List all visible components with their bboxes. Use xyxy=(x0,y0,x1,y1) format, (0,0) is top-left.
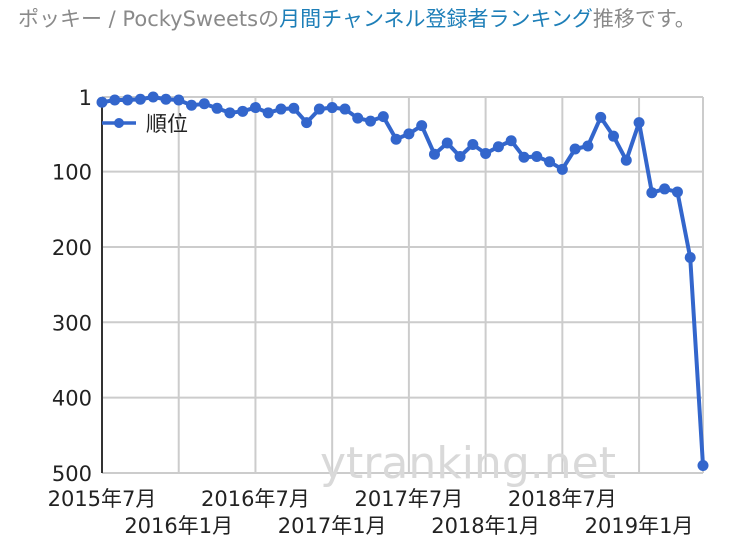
data-point xyxy=(531,151,543,163)
legend-label: 順位 xyxy=(146,112,188,136)
data-point xyxy=(326,102,338,114)
data-point xyxy=(147,91,159,103)
y-tick-label: 100 xyxy=(52,161,92,185)
legend: 順位 xyxy=(102,112,188,136)
data-point xyxy=(109,94,121,106)
series-rank xyxy=(96,91,709,471)
data-point xyxy=(339,103,351,115)
data-point xyxy=(160,93,172,105)
x-axis-ticks: 2015年7月 2016年7月 2017年7月 2018年7月 2016年1月 2017年… xyxy=(48,487,694,536)
caption-suffix: 推移です。 xyxy=(592,7,696,31)
x-tick-label: 2015年7月 xyxy=(48,487,157,511)
x-tick-label: 2018年1月 xyxy=(431,514,540,536)
data-point xyxy=(313,103,325,115)
caption-prefix: ポッキー / PockySweetsの xyxy=(18,7,280,31)
y-tick-label: 300 xyxy=(52,311,92,335)
data-point xyxy=(186,99,198,111)
data-point xyxy=(671,186,683,198)
data-point xyxy=(198,98,210,110)
data-point xyxy=(646,187,658,199)
watermark-text: ytranking.net xyxy=(320,438,616,489)
data-point xyxy=(633,117,645,129)
data-point xyxy=(288,102,300,114)
data-point xyxy=(697,459,709,471)
data-point xyxy=(684,251,696,263)
data-point xyxy=(480,148,492,160)
data-point xyxy=(416,120,428,132)
data-point xyxy=(569,143,581,155)
y-tick-label: 400 xyxy=(52,387,92,411)
data-point xyxy=(556,163,568,175)
x-tick-label: 2016年7月 xyxy=(201,487,310,511)
series-line xyxy=(101,95,705,466)
ranking-link[interactable]: 月間チャンネル登録者ランキング xyxy=(279,7,593,31)
data-point xyxy=(301,117,313,129)
data-point xyxy=(365,115,377,127)
data-point xyxy=(96,96,108,108)
y-tick-label: 1 xyxy=(79,86,92,110)
data-point xyxy=(607,130,619,142)
data-point xyxy=(390,133,402,145)
data-point xyxy=(122,94,134,106)
y-tick-label: 200 xyxy=(52,236,92,260)
data-point xyxy=(582,140,594,152)
chart-caption: ポッキー / PockySweetsの月間チャンネル登録者ランキング推移です。 xyxy=(18,4,733,35)
data-point xyxy=(377,111,389,123)
data-point xyxy=(505,135,517,147)
data-point xyxy=(595,111,607,123)
x-tick-label: 2016年1月 xyxy=(124,514,233,536)
data-point xyxy=(352,112,364,124)
data-point xyxy=(428,148,440,160)
chart-grid xyxy=(101,96,704,474)
data-point xyxy=(249,102,261,114)
x-tick-label: 2018年7月 xyxy=(508,487,617,511)
data-point xyxy=(620,154,632,166)
data-point xyxy=(224,107,236,119)
x-tick-label: 2017年7月 xyxy=(354,487,463,511)
data-point xyxy=(518,151,530,163)
x-tick-label: 2017年1月 xyxy=(278,514,387,536)
data-point xyxy=(403,128,415,140)
data-point xyxy=(659,183,671,195)
legend-swatch-dot xyxy=(114,118,124,128)
data-point xyxy=(211,102,223,114)
data-point xyxy=(262,107,274,119)
data-point xyxy=(275,103,287,115)
data-point xyxy=(454,151,466,163)
y-axis-ticks: 1 100 200 300 400 500 xyxy=(52,86,92,486)
data-point xyxy=(492,141,504,153)
data-point xyxy=(134,93,146,105)
y-tick-label: 500 xyxy=(52,462,92,486)
data-point xyxy=(544,156,556,168)
data-point xyxy=(441,137,453,149)
data-point xyxy=(173,94,185,106)
x-tick-label: 2019年1月 xyxy=(585,514,694,536)
data-point xyxy=(467,138,479,150)
data-point xyxy=(237,105,249,117)
